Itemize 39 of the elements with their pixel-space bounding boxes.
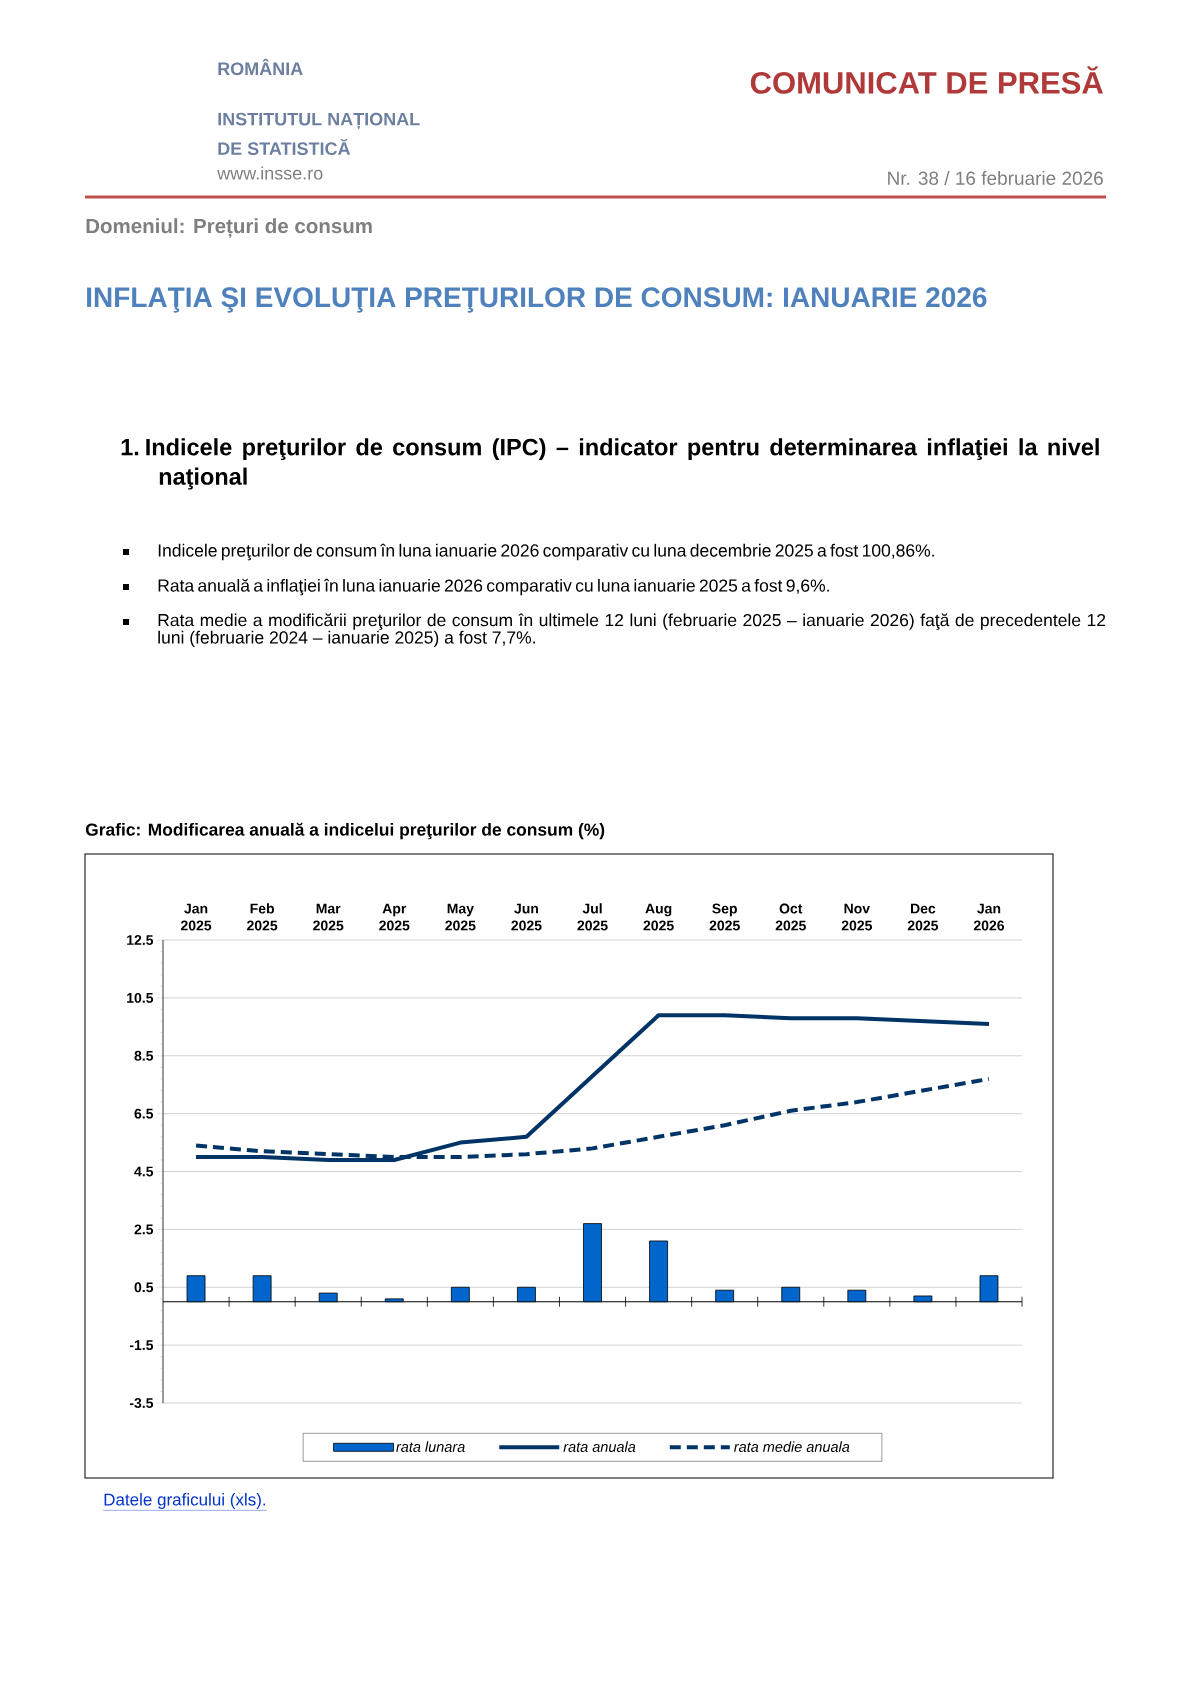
- text: INFLAŢIA ŞI EVOLUŢIA PREŢURILOR DE CONSUM: IANUARIE 2026: [87, 287, 987, 313]
- text: Nr. 38 / 16 februarie 2026: [888, 171, 1103, 185]
- text: Datele graficului (xls).: [104, 1493, 266, 1509]
- x-tick-label: Mar 2025: [313, 903, 344, 931]
- legend-label: rata medie anuala: [734, 1441, 850, 1452]
- text: DE STATISTICĂ: [218, 138, 351, 156]
- text: Indicele preţurilor de consum în luna ianuarie 2026 comparativ cu luna decembrie 2025 a fost 100,86%.: [158, 543, 934, 561]
- x-tick-label: Jun 2025: [511, 903, 542, 931]
- x-tick-label: Oct 2025: [775, 903, 806, 931]
- x-tick-label: Jul 2025: [577, 903, 608, 931]
- x-tick-label: Sep 2025: [709, 903, 740, 931]
- y-tick-label: 6.5: [134, 1108, 154, 1119]
- y-tick-label: 0.5: [134, 1282, 154, 1293]
- chart-title: Grafic: Modificarea anuală a indicelui preţurilor de consum (%): [85, 822, 605, 840]
- x-tick-label: Aug 2025: [643, 903, 674, 931]
- text: 1. Indicele preţurilor de consum (IPC) – indicator pentru determinarea inflaţiei la nivel naţional: [121, 438, 1099, 490]
- x-tick-label: Feb 2025: [247, 903, 278, 931]
- x-tick-label: Jan 2026: [973, 903, 1005, 931]
- text: COMUNICAT DE PRESĂ: [750, 66, 1103, 94]
- x-tick-label: Apr 2025: [379, 903, 410, 931]
- y-tick-label: 8.5: [134, 1050, 154, 1061]
- y-tick-label: 2.5: [134, 1224, 154, 1235]
- y-tick-label: 12.5: [127, 935, 154, 945]
- x-tick-label: May 2025: [445, 903, 476, 931]
- text: ROMÂNIA: [218, 58, 303, 76]
- legend-label: rata anuala: [563, 1441, 636, 1452]
- text: Domeniul: Prețuri de consum: [86, 218, 372, 238]
- y-tick-label: 10.5: [127, 992, 154, 1003]
- x-tick-label: Dec 2025: [907, 903, 939, 931]
- text: Rata medie a modificării preţurilor de consum în ultimele 12 luni (februarie 2025 – ianuarie 2026) faţă de precedentele 12 luni (februarie 2024 – ianuarie 2025) a fost 7,7%.: [158, 613, 1106, 648]
- text: INSTITUTUL NAȚIONAL: [218, 112, 420, 130]
- y-tick-label: 4.5: [134, 1166, 154, 1177]
- y-tick-label: -1.5: [129, 1340, 154, 1351]
- x-tick-label: Jan 2025: [180, 903, 212, 931]
- y-tick-label: -3.5: [129, 1398, 154, 1408]
- legend-label: rata lunara: [396, 1441, 465, 1452]
- text: Rata anuală a inflaţiei în luna ianuarie 2026 comparativ cu luna ianuarie 2025 a fost 9,6%.: [158, 578, 829, 596]
- x-tick-label: Nov 2025: [841, 903, 872, 931]
- text: www.insse.ro: [217, 166, 323, 180]
